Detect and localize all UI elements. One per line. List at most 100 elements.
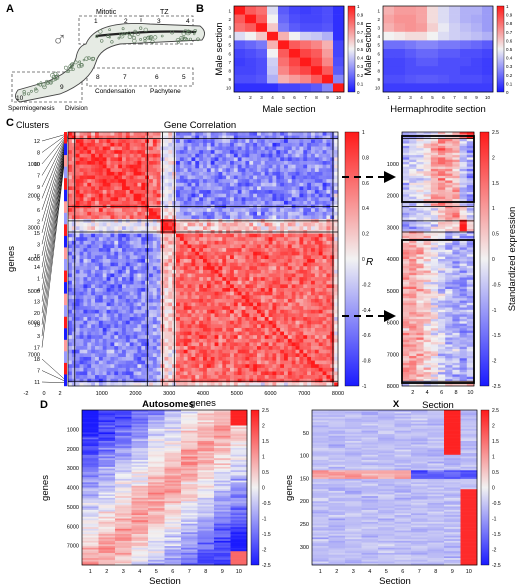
correlation-cell [253,309,258,314]
correlation-cell [303,175,308,180]
correlation-cell [110,288,115,292]
correlation-cell [230,248,235,253]
correlation-cell [149,161,154,165]
correlation-cell [118,171,123,176]
correlation-cell [91,262,96,267]
correlation-cell [245,175,250,180]
correlation-cell [83,367,88,372]
correlation-cell [187,237,192,242]
correlation-cell [249,342,254,347]
correlation-cell [268,171,273,176]
correlation-cell [291,259,296,263]
correlation-cell [226,150,231,155]
correlation-cell [214,146,219,151]
correlation-cell [272,132,277,136]
correlation-cell [260,353,266,358]
correlation-cell [191,360,196,365]
correlation-cell [83,284,88,289]
correlation-cell [164,240,169,245]
correlation-cell [276,200,281,205]
correlation-cell [71,349,77,354]
correlation-cell [303,346,308,351]
nucleus-dot [196,37,200,42]
correlation-cell [295,215,300,220]
correlation-cell [260,331,266,336]
correlation-cell [79,262,84,267]
correlation-cell [307,193,312,198]
correlation-cell [210,135,215,140]
correlation-cell [291,298,296,303]
correlation-cell [110,193,115,198]
correlation-cell [79,157,84,162]
correlation-cell [303,266,308,271]
correlation-cell [187,277,192,282]
correlation-cell [191,168,196,173]
correlation-cell [206,193,212,198]
correlation-cell [199,211,204,216]
correlation-cell [199,346,204,351]
correlation-cell [249,255,254,260]
correlation-cell [203,309,208,314]
correlation-cell [260,269,266,274]
correlation-cell [106,273,111,278]
correlation-cell [71,313,77,318]
correlation-cell [137,251,142,256]
correlation-cell [245,273,250,278]
correlation-cell [326,288,331,292]
correlation-cell [91,226,96,231]
correlation-cell [122,255,127,260]
correlation-cell [318,179,323,184]
correlation-cell [83,349,88,354]
correlation-cell [257,324,262,329]
correlation-cell [68,186,73,191]
correlation-cell [249,146,254,151]
correlation-cell [307,360,312,365]
correlation-cell [191,186,196,191]
nucleus-dot [27,92,31,96]
correlation-cell [106,175,111,180]
correlation-cell [253,291,258,296]
correlation-cell [291,240,296,245]
correlation-cell [133,335,138,340]
correlation-cell [264,164,269,169]
correlation-cell [287,153,293,158]
correlation-cell [226,280,231,285]
correlation-cell [183,262,188,267]
correlation-cell [280,251,285,256]
y-tick-label: 3 [228,26,231,31]
correlation-cell [133,349,138,354]
correlation-cell [137,360,142,365]
correlation-cell [106,335,111,340]
correlation-cell [102,164,107,169]
correlation-cell [129,186,134,191]
correlation-cell [129,306,134,311]
nucleus-dot [179,35,184,41]
correlation-cell [83,193,88,198]
correlation-cell [110,168,115,173]
correlation-cell [295,302,300,307]
correlation-cell [149,179,154,184]
correlation-cell [287,244,293,249]
correlation-cell [253,200,258,205]
correlation-cell [102,269,107,274]
correlation-cell [322,313,327,318]
correlation-cell [307,186,312,191]
x-tick-label: 6 [293,95,296,100]
heatmap-cell [449,6,461,15]
correlation-cell [156,215,161,220]
correlation-cell [226,190,231,194]
correlation-cell [102,240,107,245]
correlation-cell [152,142,158,147]
correlation-cell [125,317,131,321]
correlation-cell [210,164,215,169]
heatmap-cell [438,31,450,41]
correlation-cell [307,295,312,300]
heatmap-cell [256,74,268,84]
correlation-cell [176,309,181,314]
correlation-cell [168,364,173,369]
correlation-cell [260,237,266,242]
correlation-cell [214,320,219,325]
correlation-cell [156,171,161,176]
correlation-cell [191,244,196,249]
correlation-cell [276,193,281,198]
